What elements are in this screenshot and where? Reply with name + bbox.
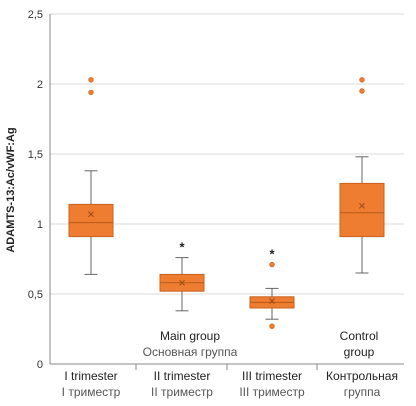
outlier-point	[359, 77, 365, 83]
group-label-second-line: Основная группа	[143, 345, 238, 359]
mean-marker	[359, 202, 365, 209]
y-tick-label: 1	[37, 219, 43, 231]
group-label: Control	[340, 329, 379, 343]
box-iqr	[339, 182, 385, 238]
category-label: Контрольная	[326, 369, 398, 383]
category-label-translation: I триместр	[62, 385, 121, 399]
y-tick-label: 0,5	[28, 289, 43, 301]
y-tick-label: 1,5	[28, 149, 43, 161]
mean-marker	[179, 279, 185, 286]
category-label: III trimester	[242, 369, 302, 383]
box-series: * *	[68, 77, 385, 329]
group-label-second-line: group	[344, 345, 375, 359]
outlier-point	[88, 89, 94, 96]
y-axis-ticks: 0 0,5 1 1,5 2 2,5	[28, 9, 43, 371]
mean-marker	[88, 211, 94, 218]
category-label-translation: III триместр	[239, 385, 305, 399]
category-label: II trimester	[154, 369, 211, 383]
outlier-point	[359, 88, 365, 94]
group-label: Main group	[160, 329, 220, 343]
y-axis-label: ADAMTS-13:Ac/vWF:Ag	[5, 127, 17, 252]
outlier-point	[269, 261, 275, 268]
box-iqr	[68, 203, 114, 238]
outlier-point	[269, 323, 275, 329]
box-group: *	[249, 247, 295, 329]
box-group	[68, 77, 114, 275]
category-label: I trimester	[64, 369, 117, 383]
outlier-point	[88, 77, 94, 83]
y-tick-label: 2,5	[28, 9, 43, 21]
group-labels: Main group Основная группа Control group	[143, 329, 379, 359]
y-tick-label: 0	[37, 359, 43, 371]
box-group: *	[159, 240, 205, 312]
category-label-translation: II триместр	[151, 385, 213, 399]
y-tick-label: 2	[37, 79, 43, 91]
significance-marker: *	[179, 240, 185, 255]
category-label-translation: группа	[344, 385, 381, 399]
x-axis-labels: I trimester I триместр II trimester II трим…	[62, 369, 398, 399]
significance-marker: *	[269, 247, 275, 262]
mean-marker	[269, 298, 275, 304]
box-group	[339, 77, 385, 274]
